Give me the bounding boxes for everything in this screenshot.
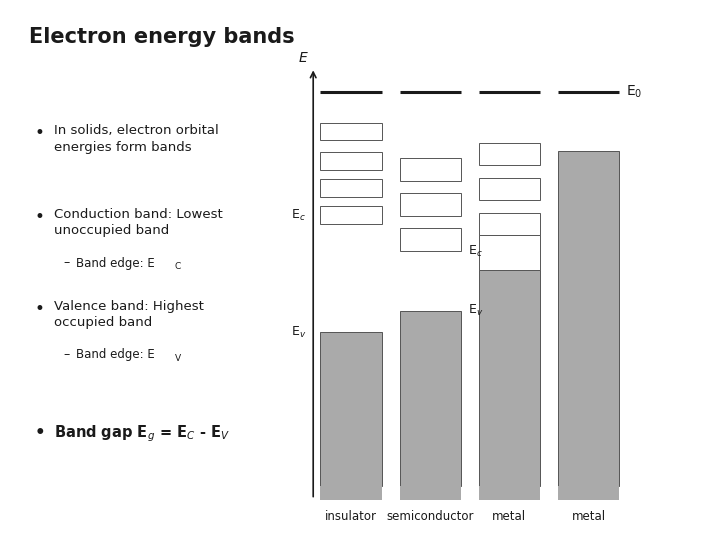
Bar xyxy=(479,143,540,165)
Bar xyxy=(400,193,461,216)
Bar xyxy=(320,123,382,140)
Text: E: E xyxy=(299,51,307,65)
Text: Valence band: Highest
occupied band: Valence band: Highest occupied band xyxy=(54,300,204,329)
Text: Conduction band: Lowest
unoccupied band: Conduction band: Lowest unoccupied band xyxy=(54,208,222,238)
Text: E$_c$: E$_c$ xyxy=(292,208,306,222)
Text: E$_0$: E$_0$ xyxy=(626,84,643,100)
Bar xyxy=(479,235,540,270)
Text: insulator: insulator xyxy=(325,510,377,523)
Text: Band gap E$_g$ = E$_C$ - E$_V$: Band gap E$_g$ = E$_C$ - E$_V$ xyxy=(54,424,230,444)
Text: E$_c$: E$_c$ xyxy=(468,244,482,259)
Bar xyxy=(479,270,540,486)
Text: Band edge: E: Band edge: E xyxy=(76,348,155,361)
Bar xyxy=(400,310,461,486)
Text: In solids, electron orbital
energies form bands: In solids, electron orbital energies for… xyxy=(54,124,219,154)
Bar xyxy=(479,213,540,235)
Bar xyxy=(479,486,540,500)
Bar xyxy=(320,206,382,224)
Bar xyxy=(320,179,382,197)
Bar xyxy=(558,486,619,500)
Bar xyxy=(400,158,461,181)
Text: E$_v$: E$_v$ xyxy=(468,303,483,318)
Text: •: • xyxy=(35,124,45,142)
Bar xyxy=(558,151,619,486)
Bar xyxy=(320,152,382,170)
Bar xyxy=(320,486,382,500)
Bar xyxy=(400,486,461,500)
Bar xyxy=(479,178,540,200)
Text: V: V xyxy=(175,354,181,363)
Text: metal: metal xyxy=(492,510,526,523)
Bar xyxy=(320,332,382,486)
Text: Band edge: E: Band edge: E xyxy=(76,256,155,269)
Text: •: • xyxy=(35,300,45,318)
Text: E$_v$: E$_v$ xyxy=(291,325,306,340)
Text: Electron energy bands: Electron energy bands xyxy=(29,27,294,47)
Text: –: – xyxy=(63,256,70,269)
Text: •: • xyxy=(35,208,45,226)
Text: C: C xyxy=(175,262,181,271)
Text: –: – xyxy=(63,348,70,361)
Bar xyxy=(400,228,461,251)
Text: metal: metal xyxy=(572,510,606,523)
Text: •: • xyxy=(35,424,45,442)
Text: semiconductor: semiconductor xyxy=(387,510,474,523)
